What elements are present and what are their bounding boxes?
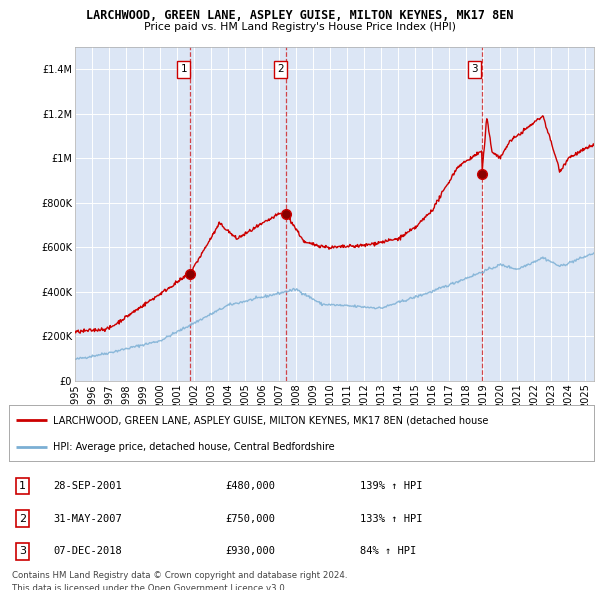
Text: HPI: Average price, detached house, Central Bedfordshire: HPI: Average price, detached house, Cent… [53,442,335,453]
Text: 3: 3 [19,546,26,556]
Text: LARCHWOOD, GREEN LANE, ASPLEY GUISE, MILTON KEYNES, MK17 8EN: LARCHWOOD, GREEN LANE, ASPLEY GUISE, MIL… [86,9,514,22]
Text: 31-MAY-2007: 31-MAY-2007 [53,514,122,523]
Text: Contains HM Land Registry data © Crown copyright and database right 2024.: Contains HM Land Registry data © Crown c… [12,571,347,580]
Text: Price paid vs. HM Land Registry's House Price Index (HPI): Price paid vs. HM Land Registry's House … [144,22,456,32]
Text: 2: 2 [19,514,26,523]
Text: 07-DEC-2018: 07-DEC-2018 [53,546,122,556]
Text: 1: 1 [19,481,26,491]
Text: This data is licensed under the Open Government Licence v3.0.: This data is licensed under the Open Gov… [12,584,287,590]
Text: 3: 3 [472,64,478,74]
Text: £750,000: £750,000 [226,514,275,523]
Text: 133% ↑ HPI: 133% ↑ HPI [360,514,422,523]
Text: £930,000: £930,000 [226,546,275,556]
Text: 1: 1 [181,64,187,74]
Text: £480,000: £480,000 [226,481,275,491]
Text: LARCHWOOD, GREEN LANE, ASPLEY GUISE, MILTON KEYNES, MK17 8EN (detached house: LARCHWOOD, GREEN LANE, ASPLEY GUISE, MIL… [53,415,488,425]
Text: 2: 2 [278,64,284,74]
Text: 84% ↑ HPI: 84% ↑ HPI [360,546,416,556]
Text: 28-SEP-2001: 28-SEP-2001 [53,481,122,491]
Text: 139% ↑ HPI: 139% ↑ HPI [360,481,422,491]
